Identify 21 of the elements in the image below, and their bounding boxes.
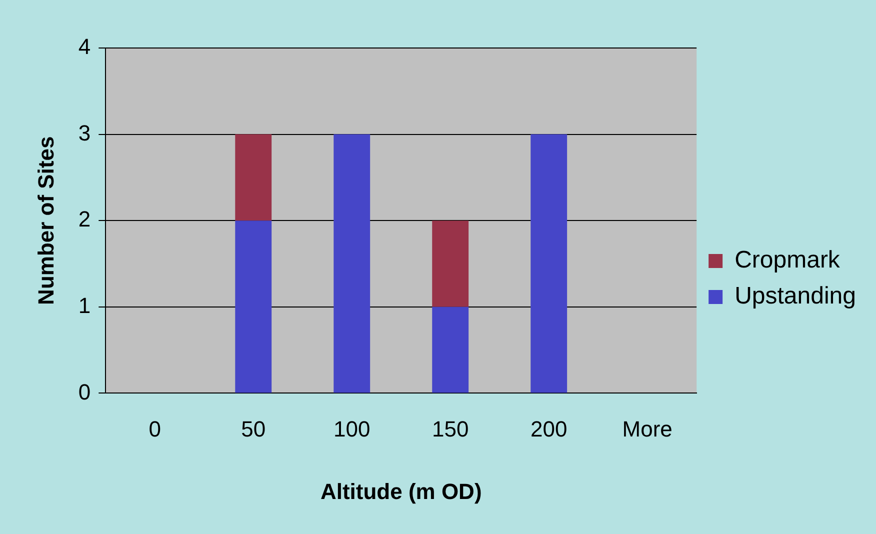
- bar: [235, 134, 272, 221]
- y-tick-label: 4: [78, 34, 91, 60]
- y-tick-label: 2: [78, 206, 91, 232]
- y-tick-label: 1: [78, 292, 91, 318]
- legend-label: Upstanding: [734, 282, 856, 310]
- bar: [432, 220, 469, 307]
- y-tick-label: 3: [78, 120, 91, 146]
- x-axis-title: Altitude (m OD): [320, 478, 482, 504]
- bar: [530, 134, 568, 393]
- y-tick-label: 0: [78, 379, 91, 404]
- legend-label: Cropmark: [734, 246, 841, 274]
- x-tick-label: 150: [432, 416, 469, 442]
- bar: [235, 220, 272, 393]
- x-tick-label: More: [622, 416, 672, 442]
- x-tick-label: 50: [241, 416, 266, 442]
- x-tick-label: 200: [530, 416, 568, 442]
- y-axis-title: Number of Sites: [33, 136, 58, 305]
- bar: [334, 134, 370, 393]
- x-tick-label: 0: [148, 416, 162, 442]
- x-tick-label: 100: [334, 416, 370, 442]
- bar: [432, 306, 469, 393]
